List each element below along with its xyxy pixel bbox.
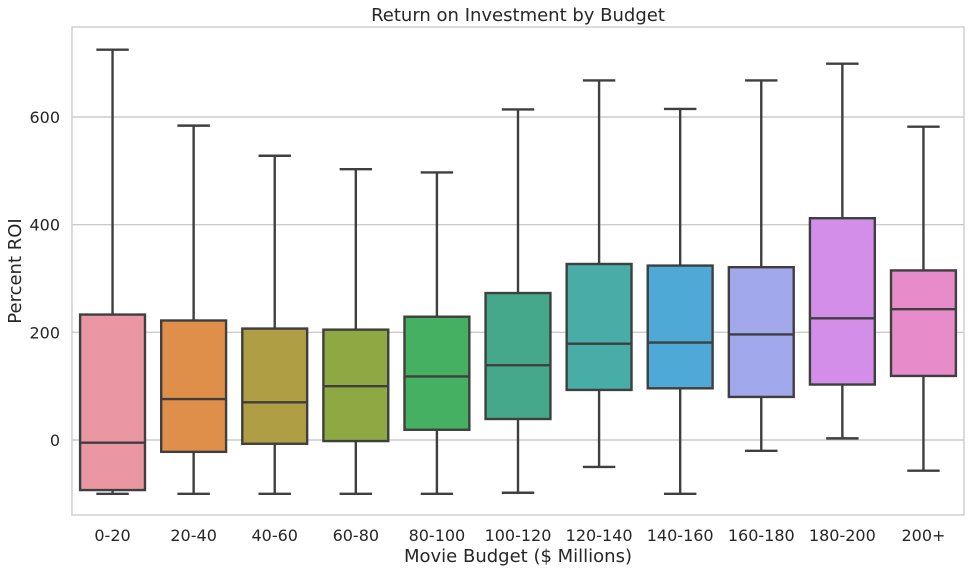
box-80-100 <box>403 171 471 496</box>
y-tick-label: 400 <box>29 216 60 235</box>
iqr-box <box>241 327 309 445</box>
box-20-40 <box>159 124 228 496</box>
iqr-box <box>159 319 228 454</box>
x-tick-label: 140-160 <box>647 526 714 545</box>
box-120-140 <box>565 79 633 469</box>
x-tick-labels: 0-20 20-40 40-60 60-80 80-100 100-120 120-140 1… <box>94 526 945 545</box>
y-tick-label: 600 <box>29 108 60 127</box>
box-60-80 <box>322 168 390 496</box>
box-140-160 <box>646 107 714 496</box>
box-0-20 <box>78 48 147 496</box>
boxes <box>78 48 958 496</box>
y-tick-label: 200 <box>29 323 60 342</box>
x-tick-label: 20-40 <box>170 526 217 545</box>
y-axis-label: Percent ROI <box>5 218 26 323</box>
iqr-box <box>403 315 471 431</box>
plot-frame <box>71 26 965 516</box>
box-200+ <box>889 125 958 472</box>
x-tick-label: 60-80 <box>333 526 380 545</box>
y-tick-labels: 0 200 400 600 <box>29 108 60 450</box>
box-160-180 <box>727 79 795 452</box>
chart-title: Return on Investment by Budget <box>371 5 665 26</box>
y-tick-label: 0 <box>50 431 60 450</box>
box-40-60 <box>241 154 309 496</box>
box-180-200 <box>808 62 876 440</box>
iqr-box <box>808 217 876 386</box>
x-tick-label: 100-120 <box>485 526 552 545</box>
x-tick-label: 200+ <box>901 526 945 545</box>
iqr-box <box>78 313 147 492</box>
box-100-120 <box>484 108 552 494</box>
x-tick-label: 180-200 <box>809 526 876 545</box>
x-axis-label: Movie Budget ($ Millions) <box>404 546 632 567</box>
iqr-box <box>889 269 958 378</box>
x-tick-label: 0-20 <box>94 526 130 545</box>
iqr-box <box>727 265 795 399</box>
x-tick-label: 160-180 <box>728 526 795 545</box>
x-tick-label: 80-100 <box>409 526 466 545</box>
iqr-box <box>565 262 633 392</box>
x-tick-label: 120-140 <box>566 526 633 545</box>
iqr-box <box>646 264 714 390</box>
iqr-box <box>484 291 552 421</box>
x-tick-label: 40-60 <box>251 526 298 545</box>
